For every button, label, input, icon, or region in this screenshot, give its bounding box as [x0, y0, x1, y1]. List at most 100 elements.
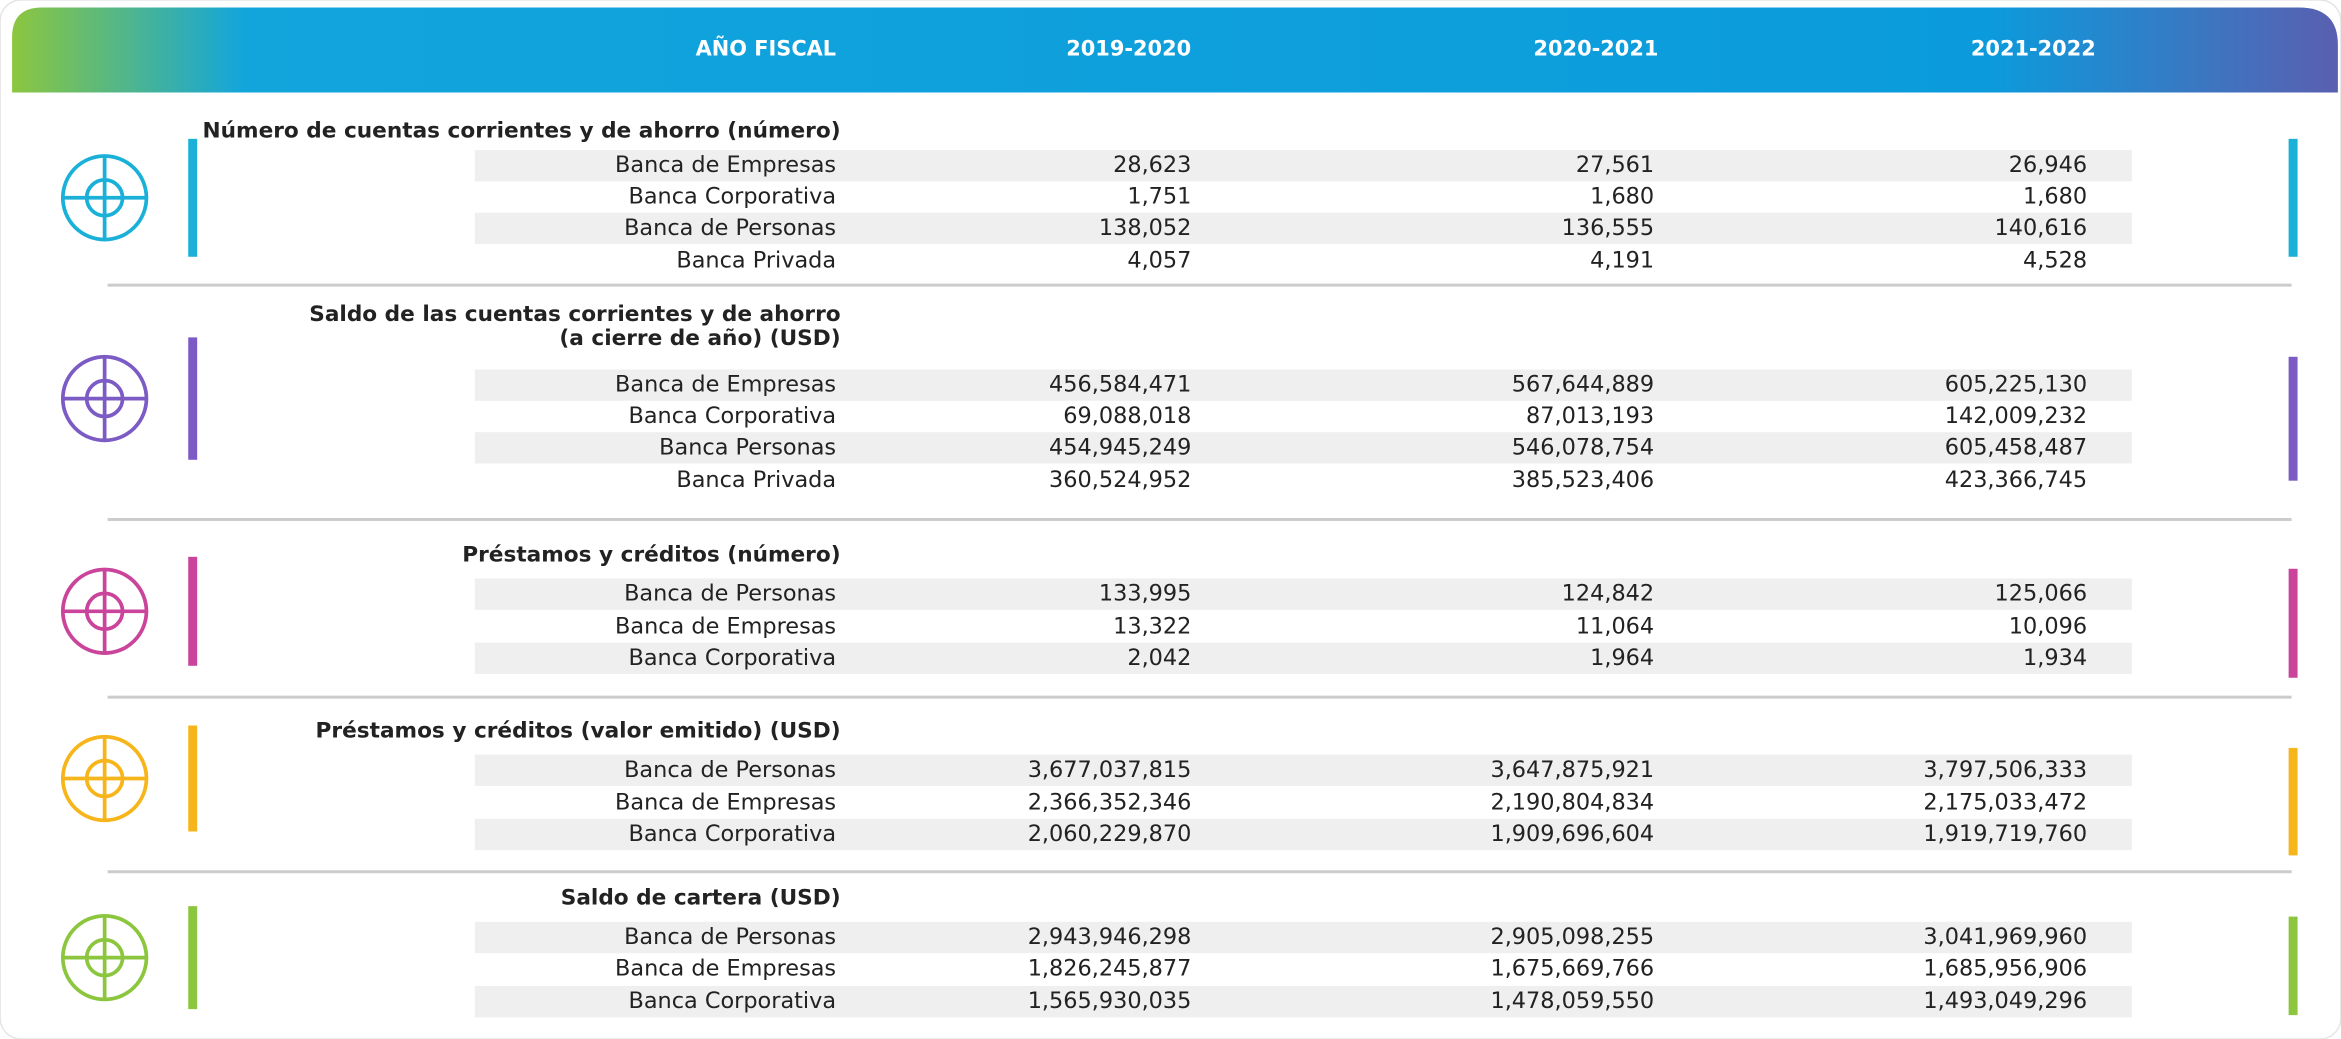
accent-bar	[2288, 568, 2298, 678]
row-band	[474, 642, 2132, 675]
row-value: 26,946	[2009, 152, 2087, 178]
row-value: 360,524,952	[1049, 467, 1191, 493]
row-value: 140,616	[1995, 215, 2088, 241]
row-value: 423,366,745	[1945, 467, 2087, 493]
row-value: 1,680	[1590, 184, 1654, 210]
accent-bar	[188, 138, 198, 257]
year: 2019-2020	[1066, 36, 1191, 60]
row-band	[474, 818, 2132, 851]
year: 2020-2021	[1534, 36, 1659, 60]
row-value: 142,009,232	[1945, 403, 2087, 429]
row-value: 69,088,018	[1063, 403, 1191, 429]
row-label: Banca Corporativa	[628, 645, 836, 671]
row-label: Banca de Personas	[624, 581, 836, 607]
accent-bar	[2288, 138, 2298, 257]
row-value: 3,041,969,960	[1923, 924, 2087, 950]
section-title: Número de cuentas corrientes y de ahorro…	[203, 118, 841, 143]
row-label: Banca Corporativa	[628, 184, 836, 210]
accent-bar	[2288, 356, 2298, 481]
row-band	[474, 212, 2132, 245]
year: 2021-2022	[1971, 36, 2096, 60]
row-band	[474, 150, 2132, 182]
row-value: 124,842	[1562, 581, 1655, 607]
row-band	[474, 986, 2132, 1018]
row-label: Banca Corporativa	[628, 988, 836, 1014]
row-value: 385,523,406	[1512, 467, 1654, 493]
row-value: 454,945,249	[1049, 434, 1191, 460]
accent-bar	[2288, 916, 2298, 1016]
header-label: AÑO FISCAL	[696, 35, 836, 60]
row-value: 1,964	[1590, 645, 1654, 671]
row-value: 605,225,130	[1945, 372, 2087, 398]
row-band	[474, 578, 2132, 610]
row-value: 27,561	[1576, 152, 1654, 178]
row-value: 133,995	[1099, 581, 1192, 607]
row-value: 1,680	[2023, 184, 2087, 210]
row-label: Banca de Empresas	[615, 955, 836, 981]
section-title: Préstamos y créditos (número)	[462, 542, 840, 567]
accent-bar	[188, 337, 198, 460]
row-value: 2,175,033,472	[1923, 790, 2087, 816]
section-title: Saldo de las cuentas corrientes y de aho…	[309, 302, 840, 327]
accent-bar	[2288, 747, 2298, 856]
row-label: Banca de Empresas	[615, 372, 836, 398]
row-value: 1,934	[2023, 645, 2087, 671]
row-label: Banca Corporativa	[628, 821, 836, 847]
row-value: 125,066	[1995, 581, 2088, 607]
row-band	[474, 921, 2132, 954]
row-label: Banca de Personas	[624, 924, 836, 950]
row-value: 2,042	[1127, 645, 1191, 671]
row-value: 1,751	[1127, 184, 1191, 210]
row-label: Banca Corporativa	[628, 403, 836, 429]
row-value: 1,685,956,906	[1923, 955, 2087, 981]
row-label: Banca Privada	[676, 248, 836, 274]
row-value: 456,584,471	[1049, 372, 1191, 398]
accent-bar	[188, 556, 198, 666]
row-value: 3,797,506,333	[1923, 757, 2087, 783]
row-value: 2,943,946,298	[1028, 924, 1192, 950]
row-value: 1,493,049,296	[1923, 988, 2087, 1014]
row-label: Banca de Empresas	[615, 152, 836, 178]
row-value: 3,677,037,815	[1028, 757, 1192, 783]
row-value: 567,644,889	[1512, 372, 1654, 398]
row-label: Banca Privada	[676, 467, 836, 493]
row-band	[474, 369, 2132, 401]
row-value: 605,458,487	[1945, 434, 2087, 460]
row-value: 13,322	[1113, 613, 1191, 639]
row-value: 28,623	[1113, 152, 1191, 178]
row-value: 11,064	[1576, 613, 1654, 639]
row-value: 10,096	[2009, 613, 2087, 639]
row-label: Banca de Empresas	[615, 613, 836, 639]
row-value: 1,919,719,760	[1923, 821, 2087, 847]
row-label: Banca de Personas	[624, 757, 836, 783]
accent-bar	[188, 906, 198, 1010]
row-value: 4,057	[1127, 248, 1191, 274]
row-value: 546,078,754	[1512, 434, 1654, 460]
row-band	[474, 754, 2132, 786]
row-value: 138,052	[1099, 215, 1192, 241]
row-label: Banca Personas	[659, 434, 836, 460]
section-title: Préstamos y créditos (valor emitido) (US…	[316, 718, 841, 743]
row-value: 2,060,229,870	[1028, 821, 1192, 847]
row-value: 1,826,245,877	[1028, 955, 1192, 981]
row-value: 4,528	[2023, 248, 2087, 274]
header-bar	[12, 7, 2338, 93]
row-value: 1,565,930,035	[1028, 988, 1192, 1014]
section-title: Saldo de cartera (USD)	[561, 886, 841, 911]
row-value: 2,190,804,834	[1490, 790, 1654, 816]
row-value: 1,478,059,550	[1490, 988, 1654, 1014]
section-title: (a cierre de año) (USD)	[559, 326, 840, 351]
row-label: Banca de Empresas	[615, 790, 836, 816]
row-value: 1,909,696,604	[1490, 821, 1654, 847]
row-value: 87,013,193	[1526, 403, 1654, 429]
row-value: 2,366,352,346	[1028, 790, 1192, 816]
row-value: 1,675,669,766	[1490, 955, 1654, 981]
row-value: 3,647,875,921	[1490, 757, 1654, 783]
row-value: 2,905,098,255	[1490, 924, 1654, 950]
row-value: 4,191	[1590, 248, 1654, 274]
row-label: Banca de Personas	[624, 215, 836, 241]
accent-bar	[188, 725, 198, 832]
row-value: 136,555	[1562, 215, 1655, 241]
row-band	[474, 432, 2132, 464]
